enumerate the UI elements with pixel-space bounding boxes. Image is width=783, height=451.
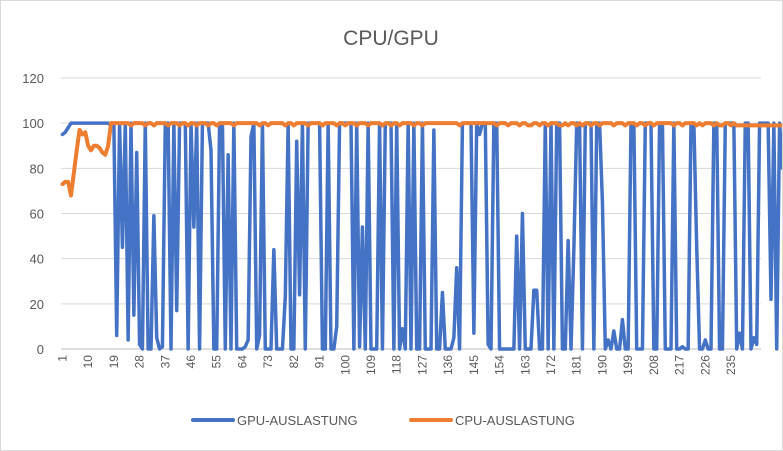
x-tick-label: 118 [390,355,404,374]
y-tick-label: 80 [30,161,44,176]
series-lines [60,121,782,351]
x-tick-label: 136 [441,355,455,375]
y-tick-label: 100 [22,116,44,131]
legend-label: CPU-AUSLASTUNG [455,413,575,428]
x-tick-label: 154 [493,355,507,375]
x-tick-label: 217 [673,355,687,375]
x-tick-label: 199 [621,355,635,375]
x-tick-label: 10 [81,355,95,369]
x-tick-label: 181 [570,355,584,375]
x-tick-label: 46 [184,355,198,369]
y-axis-ticks: 0 20 40 60 80 100 120 [22,71,44,357]
chart-title: CPU/GPU [343,27,439,50]
x-tick-label: 64 [235,355,249,369]
y-tick-label: 60 [30,207,44,222]
series-line-cpu-auslastung [60,121,782,198]
x-tick-label: 100 [338,355,352,375]
x-tick-label: 172 [544,355,558,375]
x-tick-label: 28 [133,355,147,369]
y-tick-label: 120 [22,71,44,86]
x-tick-label: 19 [107,355,121,369]
x-tick-label: 127 [415,355,429,375]
x-tick-label: 1 [55,355,69,362]
y-tick-label: 20 [30,297,44,312]
x-tick-label: 55 [210,355,224,369]
y-tick-label: 0 [37,342,44,357]
x-tick-label: 208 [647,355,661,375]
x-tick-label: 145 [467,355,481,375]
x-tick-label: 226 [698,355,712,375]
x-tick-label: 73 [261,355,275,369]
x-tick-label: 37 [158,355,172,369]
y-tick-label: 40 [30,252,44,267]
series-line-gpu-auslastung [60,121,782,351]
x-tick-label: 91 [313,355,327,369]
x-tick-label: 109 [364,355,378,375]
x-axis-ticks: 1 10 19 28 37 46 55 64 73 82 91 100 109 118 127 136 145 1… [55,355,738,375]
legend: GPU-AUSLASTUNG CPU-AUSLASTUNG [191,413,575,428]
x-tick-label: 163 [518,355,532,375]
x-tick-label: 82 [287,355,301,369]
x-tick-label: 190 [595,355,609,375]
x-tick-label: 235 [724,355,738,375]
legend-label: GPU-AUSLASTUNG [237,413,358,428]
